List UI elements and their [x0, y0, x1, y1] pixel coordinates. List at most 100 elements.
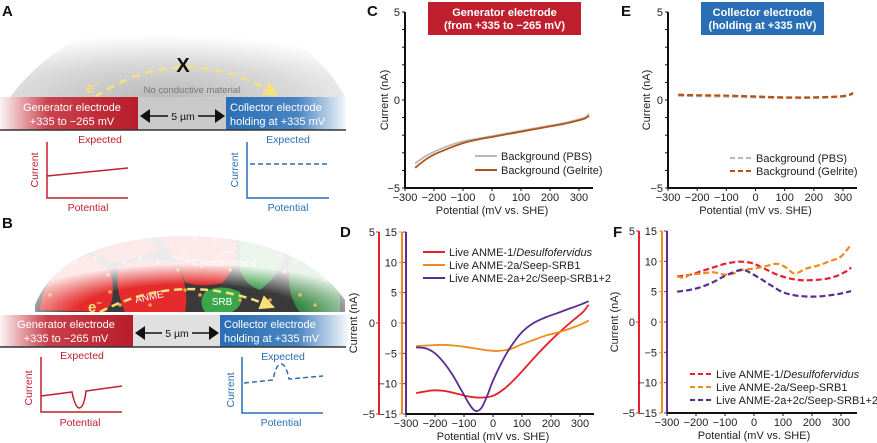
y-tick-label: 5 — [394, 7, 400, 19]
expected-generator-a: Expected Current Potential — [29, 134, 129, 214]
x-tick-label: −200 — [423, 418, 448, 430]
chart-panel-e: E Collector electrode(holding at +335 mV)… — [621, 2, 858, 217]
x-axis-label: Potential (mV vs. SHE) — [699, 205, 811, 217]
expected-title: Expected — [78, 134, 122, 146]
y-axis-label: Current (nA) — [348, 293, 360, 354]
cytochrome-pointers — [171, 247, 231, 263]
electron-label: e− — [86, 79, 100, 97]
x-tick-label: 0 — [751, 417, 757, 429]
y-axis-label: Current (nA) — [641, 70, 653, 131]
legend-label: Background (Gelrite) — [756, 166, 858, 178]
chart-panel-c: C Generator electrode(from +335 to −265 m… — [367, 2, 603, 217]
legend-label: Background (PBS) — [501, 151, 592, 163]
y-tick-label: −10 — [378, 379, 397, 391]
panel-label-e: E — [621, 3, 631, 20]
series-line-2 — [678, 91, 854, 99]
expected-ylabel: Current — [23, 370, 35, 405]
gap-label: 5 µm — [171, 111, 195, 123]
x-tick-label: 0 — [490, 418, 496, 430]
x-tick-label: 0 — [752, 192, 758, 204]
x-axis-label: Potential (mV vs. SHE) — [436, 205, 548, 217]
gap — [133, 315, 220, 347]
y-tick-label: −5 — [387, 183, 400, 195]
y-tick-label: −5 — [650, 183, 663, 195]
y-axis-label: Current (nA) — [609, 292, 621, 353]
series-line-1 — [415, 304, 590, 399]
x-tick-label: 300 — [834, 192, 852, 204]
generator-label-2: +335 to −265 mV — [24, 333, 109, 345]
legend-label: Live ANME-1/Desulfofervidus — [716, 369, 860, 381]
x-tick-label: 200 — [542, 418, 560, 430]
x-tick-label: 200 — [805, 192, 823, 204]
gap-arrow: 5 µm — [140, 109, 225, 123]
x-tick-label: −300 — [393, 192, 418, 204]
collector-electrode — [226, 97, 346, 130]
cytochrome-label: Cytochrome c — [192, 257, 258, 269]
x-tick-label: −100 — [452, 418, 477, 430]
collector-label-2: holding at +335 mV — [230, 116, 326, 128]
expected-curve — [46, 167, 129, 177]
electron-label: e− — [88, 298, 102, 316]
y-tick-label: 0 — [369, 318, 375, 330]
y-tick-label: −10 — [638, 378, 657, 390]
expected-xlabel: Potential — [268, 202, 309, 214]
x-tick-label: 100 — [513, 418, 531, 430]
legend-label: Live ANME-2a+2c/Seep-SRB1+2 — [716, 395, 877, 407]
chart-panel-f: F −5 0 5 −15 −10 −5 0 5 10 15 −300 −200 −100 0 100 200 30… — [609, 224, 877, 442]
legend-label: Live ANME-2a/Seep-SRB1 — [449, 260, 580, 272]
header-line-1: Collector electrode — [713, 7, 813, 19]
collector-electrode — [220, 315, 348, 347]
collector-label-2: holding at +335 mV — [224, 333, 320, 345]
y-tick-label: 5 — [629, 226, 635, 238]
expected-title: Expected — [261, 351, 305, 363]
panel-header — [428, 2, 581, 35]
legend-label: Background (PBS) — [756, 153, 847, 165]
expected-xlabel: Potential — [60, 417, 101, 429]
series-line-3 — [415, 300, 590, 413]
panel-header — [701, 2, 824, 35]
x-tick-label: −200 — [685, 192, 710, 204]
chart-panel-d: D −5 0 5 −15 −10 −5 0 5 10 15 −300 −200 −100 0 100 200 30… — [340, 224, 611, 443]
expected-curve — [243, 363, 324, 384]
series-line-2 — [676, 243, 852, 279]
x-tick-label: 100 — [774, 417, 792, 429]
series-line-3 — [676, 268, 852, 298]
legend-label: Live ANME-1/Desulfofervidus — [449, 247, 593, 259]
x-tick-label: 0 — [489, 192, 495, 204]
expected-curve — [40, 385, 123, 409]
x-tick-label: −300 — [655, 417, 680, 429]
collector-label-1: Collector electrode — [224, 319, 316, 331]
expected-title: Expected — [266, 134, 310, 146]
y-tick-label: 5 — [657, 7, 663, 19]
biofilm-fade — [30, 230, 350, 315]
generator-electrode — [0, 315, 133, 347]
legend-label: Live ANME-2a/Seep-SRB1 — [716, 382, 847, 394]
x-tick-label: 300 — [570, 192, 588, 204]
no-conductive-label: No conductive material — [144, 85, 241, 96]
series-line-2 — [414, 115, 590, 169]
generator-electrode — [0, 97, 138, 130]
y-tick-label: 0 — [391, 318, 397, 330]
series-line-1 — [676, 260, 852, 282]
header-line-2: (holding at +335 mV) — [709, 20, 817, 32]
y-tick-label: 5 — [651, 287, 657, 299]
x-axis-label: Potential (mV vs. SHE) — [698, 430, 810, 442]
series-line-2 — [416, 319, 590, 352]
header-line-1: Generator electrode — [452, 7, 557, 19]
y-tick-label: 15 — [645, 226, 657, 238]
x-tick-label: 100 — [512, 192, 530, 204]
x-tick-label: −200 — [422, 192, 447, 204]
generator-label-1: Generator electrode — [23, 102, 121, 114]
panel-label-f: F — [613, 224, 622, 241]
x-tick-label: 100 — [775, 192, 793, 204]
y-tick-label: 0 — [651, 317, 657, 329]
y-tick-label: −5 — [384, 348, 397, 360]
legend-label: Background (Gelrite) — [501, 165, 603, 177]
legend-label: Live ANME-2a+2c/Seep-SRB1+2 — [449, 273, 611, 285]
x-tick-label: −100 — [713, 417, 738, 429]
cross-mark: X — [176, 55, 190, 77]
expected-xlabel: Potential — [68, 202, 109, 214]
expected-generator-b: Expected Current Potential — [23, 350, 123, 429]
x-axis-label: Potential (mV vs. SHE) — [437, 431, 549, 443]
